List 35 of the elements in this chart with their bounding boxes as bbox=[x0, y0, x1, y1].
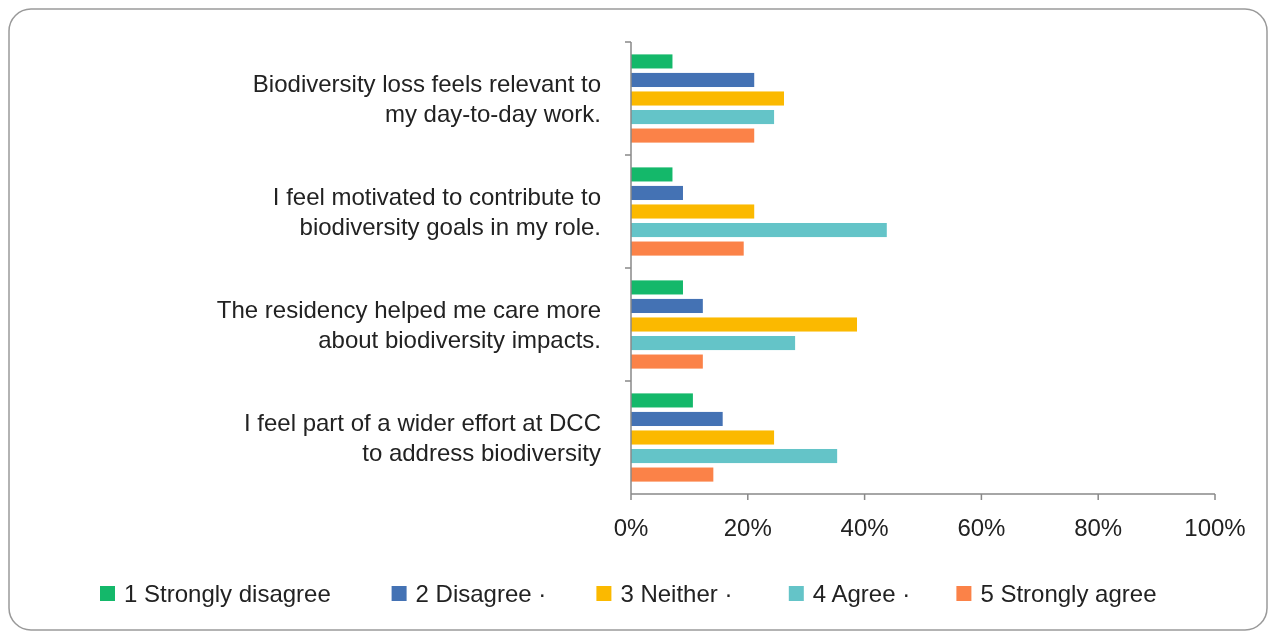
bar bbox=[631, 91, 785, 106]
bar bbox=[631, 393, 693, 408]
bar bbox=[631, 354, 703, 369]
bar bbox=[631, 222, 887, 238]
legend-label: 5 Strongly agree bbox=[980, 580, 1157, 607]
x-tick-label: 20% bbox=[723, 514, 772, 541]
bar bbox=[631, 317, 858, 332]
bar bbox=[631, 109, 775, 125]
bar bbox=[631, 280, 683, 295]
legend-label: 4 Agree · bbox=[812, 580, 911, 607]
bar bbox=[631, 335, 796, 351]
x-tick-label: 80% bbox=[1074, 514, 1123, 541]
legend-label: 1 Strongly disagree bbox=[124, 580, 331, 607]
bar bbox=[631, 72, 755, 88]
bar bbox=[631, 448, 838, 464]
bar bbox=[631, 467, 714, 482]
x-tick-label: 60% bbox=[957, 514, 1006, 541]
bar bbox=[631, 54, 673, 69]
x-tick-label: 100% bbox=[1184, 514, 1246, 541]
bar bbox=[631, 167, 673, 182]
bar bbox=[631, 298, 703, 314]
bar bbox=[631, 411, 723, 427]
bar bbox=[631, 241, 744, 256]
y-tick-label: I feel part of a wider effort at DCC to address biodiversity bbox=[243, 408, 601, 466]
legend-label: 2 Disagree · bbox=[415, 580, 547, 607]
bar bbox=[631, 185, 683, 201]
y-tick-label: I feel motivated to contribute to biodiversity goals in my role. bbox=[272, 182, 601, 240]
bar bbox=[631, 204, 755, 219]
y-tick-label: Biodiversity loss feels relevant to my day-to-day work. bbox=[252, 69, 601, 127]
x-tick-label: 0% bbox=[613, 514, 649, 541]
legend-label: 3 Neither · bbox=[620, 580, 733, 607]
y-tick-label: The residency helped me care more about biodiversity impacts. bbox=[216, 295, 601, 353]
bar bbox=[631, 430, 775, 445]
bar bbox=[631, 128, 755, 143]
x-tick-label: 40% bbox=[840, 514, 889, 541]
